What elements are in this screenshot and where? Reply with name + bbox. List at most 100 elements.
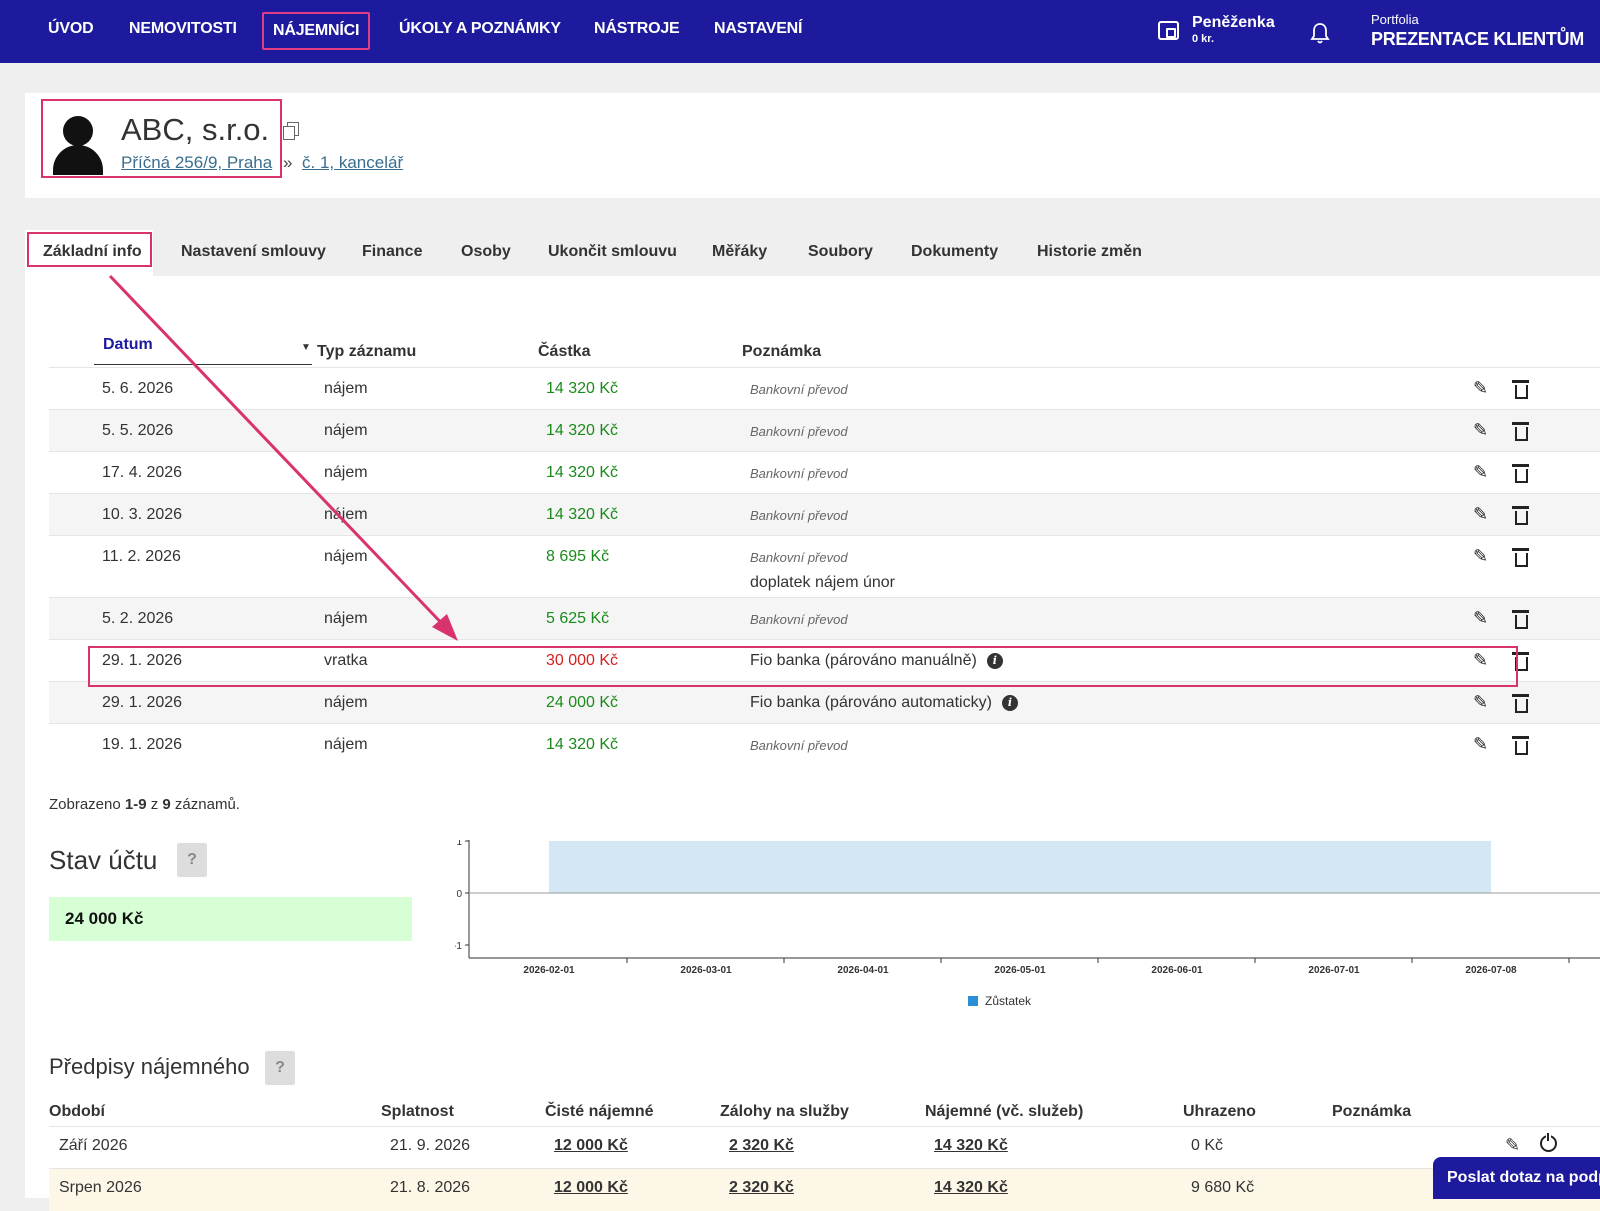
prescription-total-link[interactable]: 14 320 Kč — [934, 1137, 1008, 1154]
prescription-row: Srpen 2026 21. 8. 2026 12 000 Kč 2 320 K… — [49, 1168, 1600, 1211]
nav-nastroje[interactable]: NÁSTROJE — [594, 20, 680, 37]
edit-icon[interactable]: ✎ — [1473, 608, 1489, 628]
table-row: 17. 4. 2026 nájem 14 320 Kč Bankovní převod… — [49, 451, 1600, 494]
row-note: Bankovní převod — [750, 508, 848, 523]
edit-icon[interactable]: ✎ — [1473, 650, 1489, 670]
trash-icon[interactable] — [1512, 506, 1529, 525]
table-row: 5. 5. 2026 nájem 14 320 Kč Bankovní převod ✎ — [49, 409, 1600, 452]
edit-icon[interactable]: ✎ — [1473, 504, 1489, 524]
power-icon[interactable] — [1540, 1132, 1557, 1152]
legend-swatch — [968, 996, 978, 1006]
unit-link[interactable]: č. 1, kancelář — [302, 153, 404, 172]
prescription-services-link[interactable]: 2 320 Kč — [729, 1137, 794, 1154]
row-note-detail: doplatek nájem únor — [750, 574, 895, 591]
row-amount: 30 000 Kč — [546, 652, 619, 669]
prescription-paid: 0 Kč — [1191, 1137, 1224, 1154]
wallet-icon[interactable] — [1158, 21, 1179, 40]
nav-uvod[interactable]: ÚVOD — [48, 20, 94, 37]
trash-icon[interactable] — [1512, 694, 1529, 713]
trash-icon[interactable] — [1512, 610, 1529, 629]
row-date: 11. 2. 2026 — [102, 548, 181, 565]
portfolio-label: Portfolia — [1371, 12, 1419, 27]
row-type: nájem — [324, 380, 368, 397]
wallet-label[interactable]: Peněženka — [1192, 14, 1275, 31]
info-icon[interactable]: i — [1001, 695, 1018, 711]
nav-najemnici[interactable]: NÁJEMNÍCI — [262, 12, 371, 50]
row-note: Bankovní převod — [750, 424, 848, 439]
row-type: nájem — [324, 694, 368, 711]
tab-nastaveni-smlouvy[interactable]: Nastavení smlouvy — [181, 243, 326, 260]
tab-osoby[interactable]: Osoby — [461, 243, 511, 260]
tab-meraky[interactable]: Měřáky — [712, 243, 768, 260]
row-type: nájem — [324, 736, 368, 753]
table-row: 29. 1. 2026 vratka 30 000 Kč Fio banka (pár… — [49, 639, 1600, 682]
x-tick-label: 2026-07-08 — [1465, 965, 1517, 976]
y-tick-label: 1 — [456, 840, 462, 848]
row-note: Bankovní převod — [750, 612, 848, 627]
top-navigation: ÚVOD NEMOVITOSTI NÁJEMNÍCI ÚKOLY A POZNÁ… — [0, 0, 1600, 63]
sort-down-icon[interactable]: ▼ — [301, 342, 311, 353]
prescription-due: 21. 9. 2026 — [390, 1137, 471, 1154]
trash-icon[interactable] — [1512, 548, 1529, 567]
row-note: Bankovní převod — [750, 550, 848, 565]
edit-icon[interactable]: ✎ — [1473, 546, 1489, 566]
row-note: Fio banka (párováno automaticky) i — [750, 694, 1018, 712]
prescriptions-title: Předpisy nájemného — [49, 1054, 250, 1079]
trash-icon[interactable] — [1512, 422, 1529, 441]
tab-zakladni-info[interactable]: Základní info — [43, 243, 142, 260]
edit-icon[interactable]: ✎ — [1505, 1135, 1521, 1155]
edit-icon[interactable]: ✎ — [1473, 420, 1489, 440]
account-state-title: Stav účtu — [49, 845, 158, 875]
row-note: Bankovní převod — [750, 382, 848, 397]
row-date: 5. 6. 2026 — [102, 380, 174, 397]
prescription-services-link[interactable]: 2 320 Kč — [729, 1179, 794, 1196]
trash-icon[interactable] — [1512, 736, 1529, 755]
avatar-icon — [53, 116, 103, 175]
tenant-name: ABC, s.r.o. — [121, 112, 270, 147]
balance-chart: 1 0 -1 2026-02-01 2026-03-01 2026-04-01 2026-0… — [455, 840, 1600, 1008]
pcol-note: Poznámka — [1332, 1103, 1412, 1120]
tab-dokumenty[interactable]: Dokumenty — [911, 243, 999, 260]
edit-icon[interactable]: ✎ — [1473, 378, 1489, 398]
account-help-button[interactable]: ? — [177, 843, 207, 877]
row-date: 19. 1. 2026 — [102, 736, 183, 753]
tab-soubory[interactable]: Soubory — [808, 243, 873, 260]
portfolio-selector[interactable]: PREZENTACE KLIENTŮM — [1371, 29, 1584, 49]
prescription-row: Září 2026 21. 9. 2026 12 000 Kč 2 320 Kč… — [49, 1126, 1600, 1169]
trash-icon[interactable] — [1512, 464, 1529, 483]
column-header-type[interactable]: Typ záznamu — [317, 343, 417, 360]
nav-nastaveni[interactable]: NASTAVENÍ — [714, 20, 803, 37]
y-tick-label: 0 — [456, 889, 462, 900]
copy-icon[interactable] — [283, 122, 299, 140]
x-tick-label: 2026-06-01 — [1151, 965, 1203, 976]
tab-historie-zmen[interactable]: Historie změn — [1037, 243, 1142, 260]
info-icon[interactable]: i — [986, 653, 1003, 669]
prescription-net-link[interactable]: 12 000 Kč — [554, 1179, 628, 1196]
tab-ukoncit-smlouvu[interactable]: Ukončit smlouvu — [548, 243, 677, 260]
tab-finance[interactable]: Finance — [362, 243, 423, 260]
prescription-net-link[interactable]: 12 000 Kč — [554, 1137, 628, 1154]
edit-icon[interactable]: ✎ — [1473, 692, 1489, 712]
nav-ukoly[interactable]: ÚKOLY A POZNÁMKY — [399, 20, 561, 37]
row-type: nájem — [324, 422, 368, 439]
prescriptions-help-button[interactable]: ? — [265, 1051, 295, 1085]
nav-nemovitosti[interactable]: NEMOVITOSTI — [129, 20, 237, 37]
tenant-header-card — [25, 93, 1600, 198]
row-date: 10. 3. 2026 — [102, 506, 183, 523]
balance-value: 24 000 Kč — [65, 909, 144, 928]
x-tick-label: 2026-05-01 — [994, 965, 1046, 976]
column-header-amount[interactable]: Částka — [538, 343, 591, 360]
x-tick-label: 2026-02-01 — [523, 965, 575, 976]
column-header-note[interactable]: Poznámka — [742, 343, 822, 360]
column-header-date[interactable]: Datum — [103, 336, 153, 353]
edit-icon[interactable]: ✎ — [1473, 734, 1489, 754]
edit-icon[interactable]: ✎ — [1473, 462, 1489, 482]
pcol-total: Nájemné (vč. služeb) — [925, 1103, 1084, 1120]
bell-icon[interactable] — [1310, 22, 1330, 50]
support-chat-button[interactable]: Poslat dotaz na podp — [1433, 1157, 1600, 1199]
row-amount: 8 695 Kč — [546, 548, 610, 565]
trash-icon[interactable] — [1512, 380, 1529, 399]
property-address-link[interactable]: Příčná 256/9, Praha — [121, 153, 273, 172]
prescription-total-link[interactable]: 14 320 Kč — [934, 1179, 1008, 1196]
row-amount: 14 320 Kč — [546, 380, 619, 397]
